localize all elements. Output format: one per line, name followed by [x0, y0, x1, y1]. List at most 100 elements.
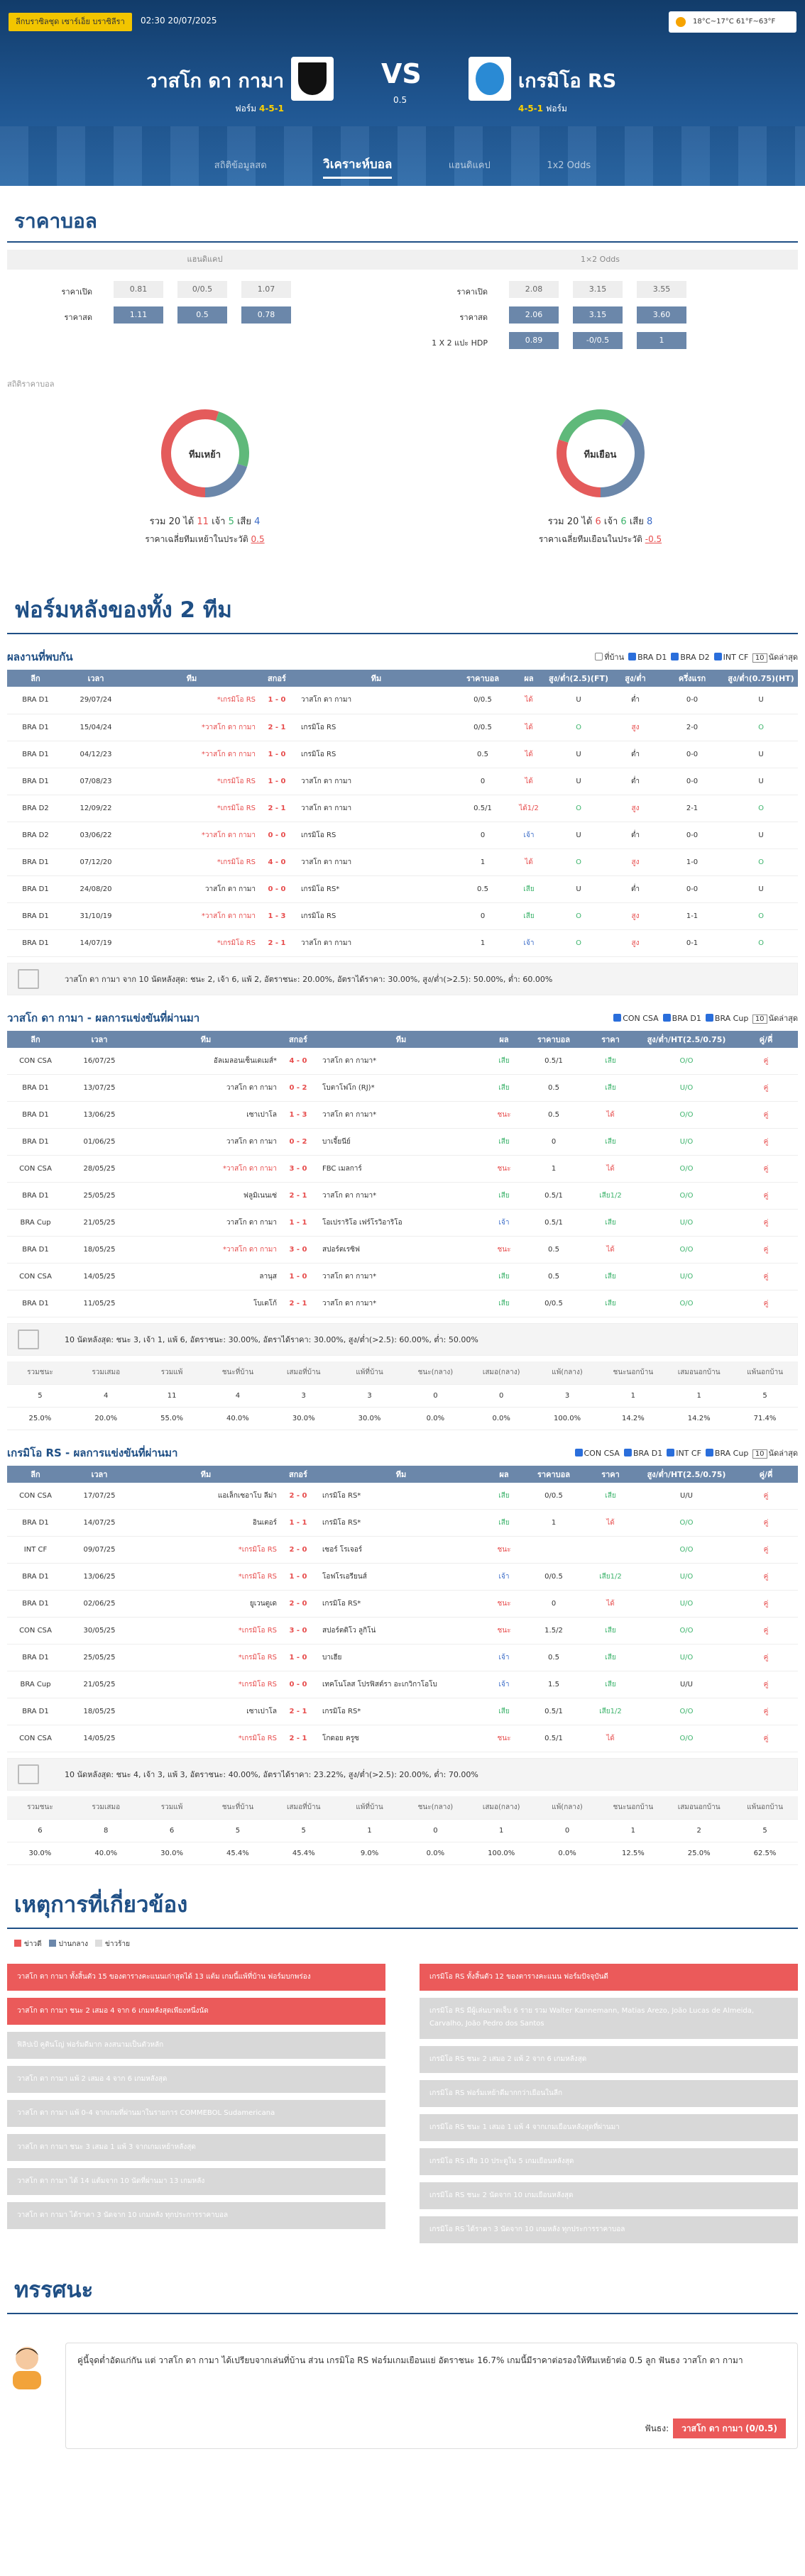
table-cell[interactable]: *เกรมิโอ RS	[135, 1644, 277, 1671]
table-row[interactable]: BRA Cup 21/05/25 *เกรมิโอ RS 0 - 0 เทคโนโลส …	[7, 1671, 798, 1698]
table-cell[interactable]: วาสโก ดา กามา*	[319, 1101, 483, 1129]
table-cell[interactable]: แอเล็กเซอาโบ ลีม่า	[135, 1482, 277, 1510]
table-cell[interactable]: *เกรมิโอ RS	[135, 1536, 277, 1564]
table-cell[interactable]: วาสโก ดา กามา*	[319, 1047, 483, 1075]
table-row[interactable]: BRA D1 29/07/24 *เกรมิโอ RS 1 - 0 วาสโก ดา ก…	[7, 687, 798, 714]
table-row[interactable]: CON CSA 14/05/25 ลานุส 1 - 0 วาสโก ดา กามา* เ…	[7, 1263, 798, 1290]
odds-value[interactable]: 3.60	[637, 306, 686, 324]
table-cell[interactable]: *เกรมิโอ RS	[135, 1563, 277, 1591]
table-cell[interactable]: วาสโก ดา กามา	[298, 929, 454, 957]
table-row[interactable]: BRA D2 12/09/22 *เกรมิโอ RS 2 - 1 วาสโก ดา ก…	[7, 795, 798, 822]
table-row[interactable]: BRA D1 13/06/25 เซาเปาโล 1 - 3 วาสโก ดา กามา…	[7, 1101, 798, 1129]
table-cell[interactable]: *เกรมิโอ RS	[128, 687, 256, 714]
odds-value[interactable]: 1.07	[241, 281, 291, 298]
filter-bra-d2-checkbox[interactable]	[671, 653, 679, 660]
odds-value[interactable]: 0/0.5	[177, 281, 227, 298]
table-cell[interactable]: FBC เมลการ์	[319, 1155, 483, 1183]
table-row[interactable]: BRA D1 01/06/25 วาสโก ดา กามา 0 - 2 บาเจี้ยน…	[7, 1128, 798, 1156]
table-cell[interactable]: *วาสโก ดา กามา	[128, 741, 256, 768]
h2h-count-select[interactable]: 10	[752, 653, 767, 663]
table-row[interactable]: CON CSA 30/05/25 *เกรมิโอ RS 3 - 0 สปอร์ตติโ…	[7, 1617, 798, 1644]
odds-value[interactable]: 1.11	[114, 306, 163, 324]
table-cell[interactable]: *เกรมิโอ RS	[128, 929, 256, 957]
table-cell[interactable]: อินเตอร์	[135, 1509, 277, 1537]
filter-bra-d1-checkbox[interactable]	[628, 653, 637, 660]
table-row[interactable]: BRA D2 03/06/22 *วาสโก ดา กามา 0 - 0 เกรมิโอ…	[7, 822, 798, 849]
tab-live-stats[interactable]: สถิติข้อมูลสด	[214, 160, 267, 171]
table-cell[interactable]: วาสโก ดา กามา	[298, 795, 454, 822]
home-team[interactable]: วาสโก ดา กามา ฟอร์ม 4-5-1	[121, 51, 334, 114]
table-cell[interactable]: โกดอย ครูซ	[319, 1725, 483, 1752]
table-cell[interactable]: เกรมิโอ RS	[298, 902, 454, 930]
odds-value[interactable]: 2.08	[509, 281, 559, 298]
table-cell[interactable]: เซอร์ โรเจอร์	[319, 1536, 483, 1564]
table-row[interactable]: BRA D1 14/07/25 อินเตอร์ 1 - 1 เกรมิโอ RS* เส…	[7, 1509, 798, 1537]
table-cell[interactable]: เกรมิโอ RS*	[319, 1698, 483, 1725]
league-badge[interactable]: ลีกบราซิลชุด เซาร์เอ็ย บราซิลีรา	[9, 13, 132, 31]
home-team-name[interactable]: วาสโก ดา กามา	[146, 70, 284, 92]
filter-bra-cup-checkbox[interactable]	[705, 1013, 713, 1022]
table-cell[interactable]: ลานุส	[135, 1263, 277, 1290]
table-cell[interactable]: เกรมิโอ RS	[298, 741, 454, 768]
odds-value[interactable]: 0.89	[509, 332, 559, 349]
filter-int-cf-checkbox[interactable]	[667, 1448, 675, 1456]
tab-1x2-odds[interactable]: 1x2 Odds	[547, 160, 591, 171]
table-cell[interactable]: วาสโก ดา กามา	[298, 687, 454, 714]
table-row[interactable]: BRA D1 11/05/25 โบเตโก้ 2 - 1 วาสโก ดา กามา*…	[7, 1290, 798, 1317]
table-cell[interactable]: *เกรมิโอ RS	[135, 1725, 277, 1752]
away-count-select[interactable]: 10	[752, 1449, 767, 1459]
table-row[interactable]: BRA D1 04/12/23 *วาสโก ดา กามา 1 - 0 เกรมิโอ…	[7, 741, 798, 768]
table-cell[interactable]: วาสโก ดา กามา*	[319, 1263, 483, 1290]
table-cell[interactable]: เกรมิโอ RS	[298, 822, 454, 849]
table-row[interactable]: CON CSA 14/05/25 *เกรมิโอ RS 2 - 1 โกดอย ครู…	[7, 1725, 798, 1752]
table-cell[interactable]: วาสโก ดา กามา	[135, 1074, 277, 1102]
table-cell[interactable]: วาสโก ดา กามา	[135, 1128, 277, 1156]
table-cell[interactable]: *เกรมิโอ RS	[135, 1617, 277, 1644]
table-cell[interactable]: บาเจี้ยนีย์	[319, 1128, 483, 1156]
table-row[interactable]: BRA D1 13/07/25 วาสโก ดา กามา 0 - 2 โบตาโฟโก…	[7, 1074, 798, 1102]
filter-home-checkbox[interactable]	[595, 653, 603, 660]
table-cell[interactable]: *วาสโก ดา กามา	[128, 714, 256, 741]
table-cell[interactable]: เกรมิโอ RS*	[298, 875, 454, 903]
table-cell[interactable]: โอเปราริโอ เฟร์โรวิอาริโอ	[319, 1209, 483, 1237]
table-cell[interactable]: โบตาโฟโก (RJ)*	[319, 1074, 483, 1102]
table-cell[interactable]: วาสโก ดา กามา	[298, 848, 454, 876]
table-cell[interactable]: เกรมิโอ RS	[298, 714, 454, 741]
table-cell[interactable]: เกรมิโอ RS*	[319, 1509, 483, 1537]
table-cell[interactable]: โบเตโก้	[135, 1290, 277, 1317]
table-cell[interactable]: เซาเปาโล	[135, 1698, 277, 1725]
table-cell[interactable]: วาสโก ดา กามา	[298, 768, 454, 795]
table-row[interactable]: BRA D1 07/08/23 *เกรมิโอ RS 1 - 0 วาสโก ดา ก…	[7, 768, 798, 795]
odds-value[interactable]: 1	[637, 332, 686, 349]
table-cell[interactable]: *เกรมิโอ RS	[128, 848, 256, 876]
table-cell[interactable]: *วาสโก ดา กามา	[135, 1236, 277, 1264]
table-cell[interactable]: อัลเมลอนเซ็นเดเมส์*	[135, 1047, 277, 1075]
table-cell[interactable]: วาสโก ดา กามา*	[319, 1290, 483, 1317]
filter-bra-d1-checkbox[interactable]	[623, 1448, 632, 1456]
table-row[interactable]: CON CSA 17/07/25 แอเล็กเซอาโบ ลีม่า 2 - 0 เก…	[7, 1482, 798, 1510]
tab-handicap[interactable]: แฮนดิแคป	[448, 160, 491, 171]
odds-value[interactable]: -0/0.5	[573, 332, 623, 349]
home-count-select[interactable]: 10	[752, 1014, 767, 1024]
filter-bra-d1-checkbox[interactable]	[662, 1013, 671, 1022]
filter-con-csa-checkbox[interactable]	[574, 1448, 583, 1456]
table-row[interactable]: BRA D1 07/12/20 *เกรมิโอ RS 4 - 0 วาสโก ดา ก…	[7, 848, 798, 876]
odds-value[interactable]: 3.55	[637, 281, 686, 298]
table-row[interactable]: BRA D1 18/05/25 เซาเปาโล 2 - 1 เกรมิโอ RS* เส…	[7, 1698, 798, 1725]
table-row[interactable]: BRA D1 24/08/20 วาสโก ดา กามา 0 - 0 เกรมิโอ …	[7, 875, 798, 903]
table-row[interactable]: BRA D1 18/05/25 *วาสโก ดา กามา 3 - 0 สปอร์ตเ…	[7, 1236, 798, 1264]
table-row[interactable]: BRA D1 31/10/19 *วาสโก ดา กามา 1 - 3 เกรมิโอ…	[7, 902, 798, 930]
odds-value[interactable]: 0.78	[241, 306, 291, 324]
table-row[interactable]: BRA D1 25/05/25 *เกรมิโอ RS 1 - 0 บาเฮีย เจ้า…	[7, 1644, 798, 1671]
table-row[interactable]: CON CSA 28/05/25 *วาสโก ดา กามา 3 - 0 FBC เม…	[7, 1155, 798, 1183]
pick-badge[interactable]: วาสโก ดา กามา (0/0.5)	[673, 2418, 786, 2438]
table-cell[interactable]: ยูเวนตูเด	[135, 1590, 277, 1618]
filter-con-csa-checkbox[interactable]	[613, 1013, 622, 1022]
table-row[interactable]: BRA D1 14/07/19 *เกรมิโอ RS 2 - 1 วาสโก ดา ก…	[7, 929, 798, 957]
odds-value[interactable]: 2.06	[509, 306, 559, 324]
table-cell[interactable]: สปอร์ตเรซิฟ	[319, 1236, 483, 1264]
table-cell[interactable]: ฟลูมิเนนเซ่	[135, 1182, 277, 1210]
table-row[interactable]: BRA D1 25/05/25 ฟลูมิเนนเซ่ 2 - 1 วาสโก ดา ก…	[7, 1182, 798, 1210]
table-cell[interactable]: *วาสโก ดา กามา	[128, 902, 256, 930]
